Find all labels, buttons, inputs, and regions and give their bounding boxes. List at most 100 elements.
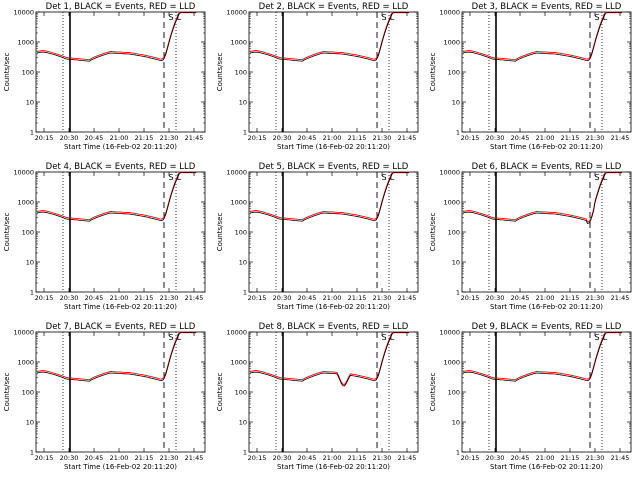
detector-panel-2: Det 2, BLACK = Events, RED = LLD 1 10 100 10… bbox=[213, 0, 426, 160]
y-tick-label: 1 bbox=[30, 128, 34, 136]
x-tick-label: 21:45 bbox=[611, 294, 630, 302]
x-tick-label: 21:45 bbox=[185, 454, 204, 462]
plot-frame bbox=[35, 331, 206, 453]
x-tick-label: 20:30 bbox=[486, 454, 505, 462]
x-tick-label: 21:30 bbox=[160, 294, 179, 302]
x-tick-label: 21:15 bbox=[135, 134, 154, 142]
x-tick-label: 20:45 bbox=[85, 134, 104, 142]
y-tick-label: 1000 bbox=[443, 198, 460, 206]
x-tick-label: 20:30 bbox=[273, 134, 292, 142]
x-tick-label: 21:45 bbox=[398, 134, 417, 142]
y-tick-label: 100 bbox=[235, 388, 247, 396]
x-tick-label: 21:00 bbox=[536, 134, 555, 142]
saa-annotation-l: L bbox=[390, 333, 395, 342]
x-axis-label: Start Time (16-Feb-02 20:11:20) bbox=[64, 143, 177, 151]
x-tick-label: 20:15 bbox=[35, 134, 54, 142]
chart-svg: Det 3, BLACK = Events, RED = LLD 1 10 100 10… bbox=[429, 2, 632, 151]
detector-panel-4: Det 4, BLACK = Events, RED = LLD 1 10 100 10… bbox=[0, 160, 213, 320]
x-tick-label: 20:45 bbox=[85, 294, 104, 302]
x-tick-label: 21:30 bbox=[586, 294, 605, 302]
events-series-line bbox=[36, 332, 196, 382]
x-tick-label: 20:30 bbox=[486, 134, 505, 142]
saa-annotation-l: L bbox=[390, 173, 395, 182]
chart-title: Det 7, BLACK = Events, RED = LLD bbox=[46, 322, 196, 332]
y-axis-label: Counts/sec bbox=[429, 53, 437, 92]
y-tick-label: 10000 bbox=[13, 8, 34, 16]
x-axis-label: Start Time (16-Feb-02 20:11:20) bbox=[490, 143, 603, 151]
y-tick-label: 100 bbox=[235, 228, 247, 236]
chart-title: Det 3, BLACK = Events, RED = LLD bbox=[472, 2, 622, 12]
x-tick-label: 21:45 bbox=[611, 134, 630, 142]
x-tick-label: 20:45 bbox=[298, 134, 317, 142]
y-axis-label: Counts/sec bbox=[216, 213, 224, 252]
chart-title: Det 2, BLACK = Events, RED = LLD bbox=[259, 2, 409, 12]
saa-annotation-s: S bbox=[381, 173, 386, 182]
events-series-line bbox=[249, 172, 409, 222]
x-tick-label: 20:30 bbox=[60, 294, 79, 302]
plot-frame bbox=[461, 331, 632, 453]
y-tick-label: 1000 bbox=[443, 358, 460, 366]
saa-annotation-l: L bbox=[603, 333, 608, 342]
x-axis-label: Start Time (16-Feb-02 20:11:20) bbox=[64, 463, 177, 471]
x-tick-label: 21:45 bbox=[185, 134, 204, 142]
x-tick-label: 20:15 bbox=[248, 454, 267, 462]
detector-panel-6: Det 6, BLACK = Events, RED = LLD 1 10 100 10… bbox=[426, 160, 639, 320]
x-tick-label: 21:15 bbox=[348, 134, 367, 142]
y-tick-label: 10 bbox=[452, 98, 460, 106]
x-tick-label: 20:45 bbox=[511, 294, 530, 302]
detector-panel-8: Det 8, BLACK = Events, RED = LLD 1 10 100 10… bbox=[213, 320, 426, 480]
plot-frame bbox=[35, 11, 206, 133]
chart-title: Det 8, BLACK = Events, RED = LLD bbox=[259, 322, 409, 332]
chart-svg: Det 1, BLACK = Events, RED = LLD 1 10 100 10… bbox=[3, 2, 206, 151]
y-tick-label: 1000 bbox=[230, 38, 247, 46]
y-tick-label: 10 bbox=[239, 258, 247, 266]
x-tick-label: 20:15 bbox=[461, 134, 480, 142]
saa-annotation-l: L bbox=[177, 173, 182, 182]
y-tick-label: 1 bbox=[243, 128, 247, 136]
plot-frame bbox=[248, 331, 419, 453]
x-tick-label: 21:00 bbox=[536, 294, 555, 302]
y-tick-label: 100 bbox=[22, 68, 34, 76]
chart-title: Det 6, BLACK = Events, RED = LLD bbox=[472, 162, 622, 172]
y-tick-label: 1000 bbox=[17, 38, 34, 46]
chart-title: Det 9, BLACK = Events, RED = LLD bbox=[472, 322, 622, 332]
x-tick-label: 21:30 bbox=[373, 454, 392, 462]
x-tick-label: 21:15 bbox=[561, 134, 580, 142]
y-tick-label: 100 bbox=[22, 228, 34, 236]
x-tick-label: 21:15 bbox=[561, 454, 580, 462]
y-tick-label: 100 bbox=[448, 68, 460, 76]
detector-panel-1: Det 1, BLACK = Events, RED = LLD 1 10 100 10… bbox=[0, 0, 213, 160]
x-tick-label: 20:15 bbox=[461, 294, 480, 302]
events-series-line bbox=[36, 12, 196, 62]
y-axis-label: Counts/sec bbox=[429, 373, 437, 412]
x-tick-label: 20:45 bbox=[511, 134, 530, 142]
plot-frame bbox=[248, 171, 419, 293]
y-tick-label: 1000 bbox=[230, 198, 247, 206]
x-tick-label: 21:15 bbox=[561, 294, 580, 302]
events-series-line bbox=[249, 12, 409, 62]
saa-annotation-l: L bbox=[603, 173, 608, 182]
y-tick-label: 10000 bbox=[226, 168, 247, 176]
x-axis-label: Start Time (16-Feb-02 20:11:20) bbox=[64, 303, 177, 311]
saa-annotation-s: S bbox=[168, 333, 173, 342]
y-tick-label: 1000 bbox=[17, 358, 34, 366]
chart-title: Det 5, BLACK = Events, RED = LLD bbox=[259, 162, 409, 172]
x-tick-label: 20:15 bbox=[35, 454, 54, 462]
y-tick-label: 1000 bbox=[443, 38, 460, 46]
x-tick-label: 21:30 bbox=[160, 454, 179, 462]
detector-panel-5: Det 5, BLACK = Events, RED = LLD 1 10 100 10… bbox=[213, 160, 426, 320]
y-tick-label: 100 bbox=[22, 388, 34, 396]
x-tick-label: 21:15 bbox=[348, 294, 367, 302]
x-tick-label: 21:45 bbox=[185, 294, 204, 302]
chart-svg: Det 5, BLACK = Events, RED = LLD 1 10 100 10… bbox=[216, 162, 419, 311]
y-tick-label: 100 bbox=[448, 388, 460, 396]
x-tick-label: 21:45 bbox=[398, 294, 417, 302]
detector-panel-7: Det 7, BLACK = Events, RED = LLD 1 10 100 10… bbox=[0, 320, 213, 480]
chart-svg: Det 8, BLACK = Events, RED = LLD 1 10 100 10… bbox=[216, 322, 419, 471]
x-tick-label: 21:30 bbox=[373, 294, 392, 302]
x-axis-label: Start Time (16-Feb-02 20:11:20) bbox=[277, 143, 390, 151]
events-series-line bbox=[462, 12, 622, 62]
saa-annotation-s: S bbox=[594, 333, 599, 342]
y-tick-label: 1 bbox=[30, 448, 34, 456]
y-axis-label: Counts/sec bbox=[429, 213, 437, 252]
